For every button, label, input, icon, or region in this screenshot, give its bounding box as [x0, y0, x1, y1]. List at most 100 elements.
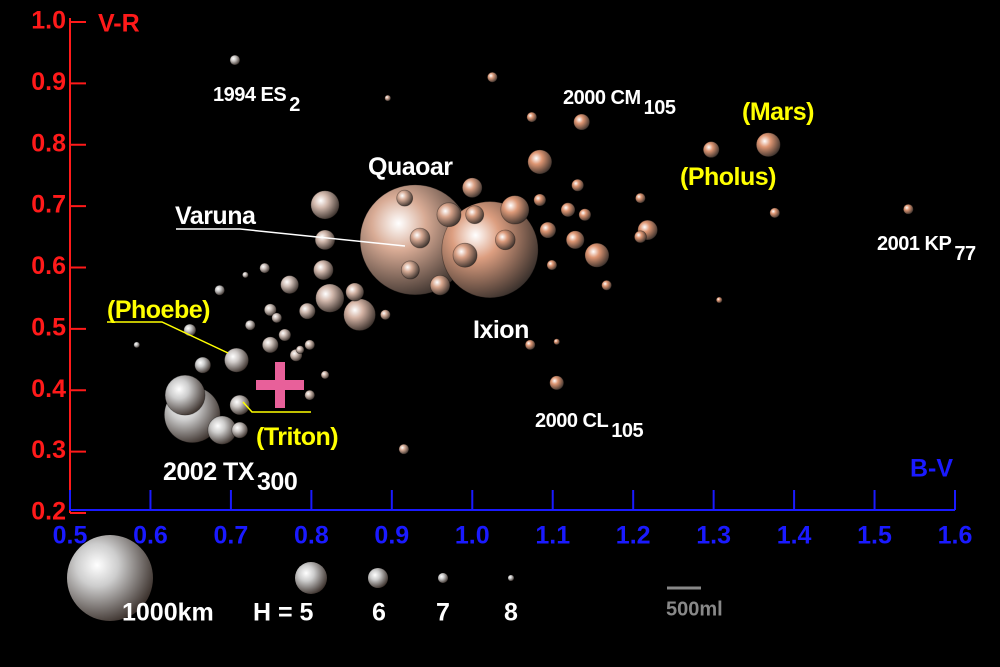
x-tick-label: 1.3 — [696, 522, 731, 550]
annotation-subscript: 300 — [257, 468, 297, 496]
bubble — [278, 328, 292, 342]
annotation: 1994 ES 2 — [213, 84, 300, 116]
annotation-text: 2002 TX — [163, 458, 255, 486]
bubble — [715, 296, 723, 304]
y-tick-label: 0.3 — [31, 436, 66, 464]
bubble — [261, 336, 279, 354]
x-tick-label: 1.0 — [455, 522, 490, 550]
legend-scale-circle — [67, 535, 153, 621]
bubble — [560, 202, 576, 218]
bubble — [379, 309, 391, 321]
x-tick-label: 0.9 — [374, 522, 409, 550]
annotation-text: (Mars) — [742, 98, 814, 126]
y-tick-label: 0.2 — [31, 498, 66, 526]
bubble — [769, 207, 781, 219]
annotation: (Pholus) — [680, 163, 776, 191]
annotation-text: 2000 CL — [535, 410, 608, 432]
annotation: 2001 KP 77 — [877, 233, 976, 265]
x-tick-label: 0.6 — [133, 522, 168, 550]
bubble — [565, 230, 585, 250]
bubble — [241, 271, 249, 279]
bubble — [436, 202, 462, 228]
bubble — [524, 339, 536, 351]
bubble — [315, 283, 345, 313]
bubble — [314, 229, 336, 251]
annotation-text: (Triton) — [256, 423, 338, 451]
legend-h-label: 8 — [504, 599, 518, 627]
x-tick-label: 1.2 — [616, 522, 651, 550]
x-axis-label: B-V — [910, 455, 953, 483]
bubble — [452, 242, 478, 268]
bubble — [441, 201, 539, 299]
annotation-subscript: 105 — [644, 97, 676, 119]
annotation: 2000 CM 105 — [563, 87, 676, 119]
bubble — [345, 282, 365, 302]
x-tick-label: 1.1 — [535, 522, 570, 550]
y-tick-label: 0.7 — [31, 191, 66, 219]
bubble — [229, 394, 251, 416]
sun-marker — [256, 362, 304, 408]
annotation-subscript: 2 — [289, 94, 300, 116]
y-tick-label: 0.4 — [31, 375, 66, 403]
y-tick-label: 0.5 — [31, 313, 66, 341]
bubble — [320, 370, 330, 380]
bubble — [573, 113, 591, 131]
bubble — [164, 374, 206, 416]
legend-h-label: 7 — [436, 599, 450, 627]
bubble — [271, 312, 283, 324]
bubble — [527, 149, 553, 175]
annotation: Quaoar — [368, 153, 453, 181]
bubble — [295, 345, 305, 355]
annotation: Ixion — [473, 316, 529, 344]
bubble — [461, 177, 483, 199]
annotation-subscript: 105 — [611, 420, 643, 442]
bubble — [486, 71, 498, 83]
annotation-subscript: 77 — [954, 243, 976, 265]
bubble — [578, 208, 592, 222]
bubble — [343, 298, 376, 332]
annotation-text: (Phoebe) — [107, 296, 210, 324]
bubble — [539, 221, 557, 239]
legend-h-circle — [368, 568, 388, 588]
bubble — [533, 193, 547, 207]
bubble — [280, 275, 300, 295]
bubble — [526, 111, 538, 123]
bubble — [194, 356, 212, 374]
y-tick-label: 0.9 — [31, 68, 66, 96]
bubble — [500, 195, 530, 225]
scale-bar-label: 500ml — [666, 598, 723, 620]
bubble — [244, 319, 256, 331]
bubble — [409, 227, 431, 249]
leader-line — [176, 228, 406, 247]
bubble — [902, 203, 914, 215]
bubble — [429, 275, 451, 296]
bubble — [313, 259, 334, 281]
annotation-text: 2000 CM — [563, 87, 641, 109]
bubble — [601, 279, 613, 291]
annotation-text: 1994 ES — [213, 84, 286, 106]
annotation: (Mars) — [742, 98, 814, 126]
y-tick-label: 0.8 — [31, 129, 66, 157]
annotation: 2000 CL 105 — [535, 410, 643, 442]
leader-line — [107, 321, 229, 354]
bubble — [400, 260, 420, 280]
bubble — [635, 192, 646, 204]
annotation-text: 2001 KP — [877, 233, 951, 255]
bubble — [259, 262, 271, 274]
sun-cross — [275, 362, 285, 408]
bubble — [546, 259, 558, 271]
bubble — [549, 375, 565, 391]
leader-line — [242, 401, 311, 413]
legend-h-label: 6 — [372, 599, 386, 627]
annotation: (Triton) — [256, 423, 338, 451]
bubble — [214, 284, 226, 296]
bubble — [634, 230, 647, 244]
x-tick-label: 1.4 — [777, 522, 812, 550]
legend-h-circle — [508, 575, 514, 581]
legend-scale-label: 1000km — [122, 599, 214, 627]
bubble — [553, 338, 561, 346]
annotation-text: Varuna — [175, 202, 257, 230]
bubble — [494, 229, 516, 251]
bubble — [133, 341, 141, 349]
